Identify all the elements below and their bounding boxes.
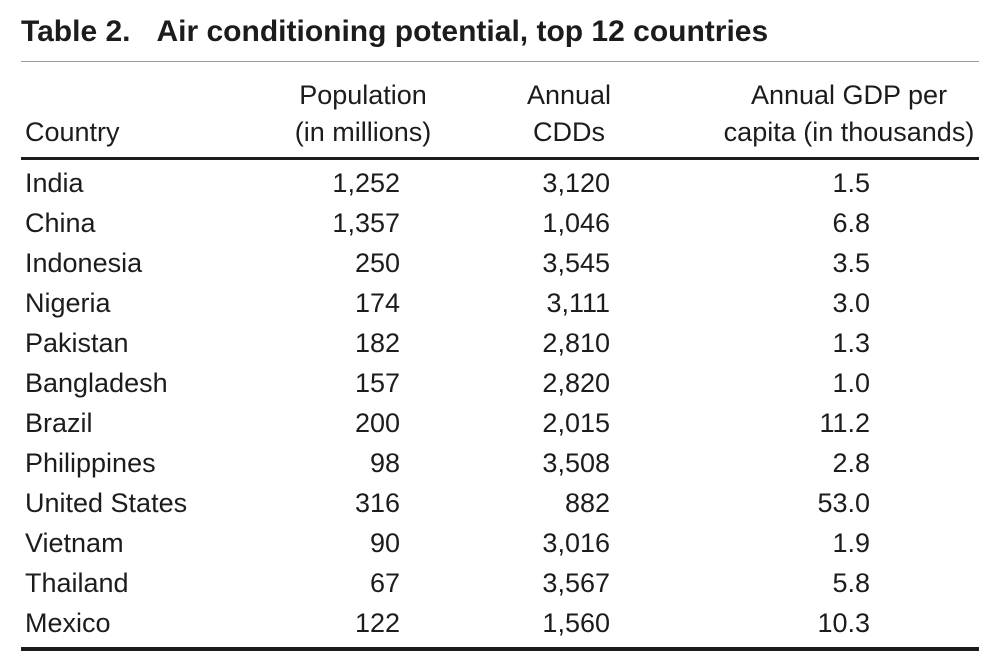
cell-gdp-per-capita: 2.8 (832, 448, 870, 478)
table-row: United States 316 882 53.0 (21, 483, 979, 523)
cell-annual-cdds: 2,015 (542, 408, 610, 438)
table-title-text: Air conditioning potential, top 12 count… (156, 15, 769, 48)
cell-country: Brazil (25, 408, 93, 438)
table-row: Thailand 67 3,567 5.8 (21, 563, 979, 603)
table-row: Indonesia 250 3,545 3.5 (21, 243, 979, 283)
cell-country: Indonesia (25, 248, 143, 278)
cell-annual-cdds: 1,560 (542, 608, 610, 638)
cell-country: Nigeria (25, 288, 111, 318)
header-country: Country (21, 62, 261, 160)
cell-population: 182 (354, 328, 400, 358)
cell-annual-cdds: 882 (564, 488, 610, 518)
cell-population: 67 (369, 568, 400, 598)
header-row: Country Population (in millions) Annual … (21, 62, 979, 160)
table-row: Brazil 200 2,015 11.2 (21, 403, 979, 443)
table-row: Philippines 98 3,508 2.8 (21, 443, 979, 483)
cell-population: 316 (354, 488, 400, 518)
table-title-number: Table 2. (21, 15, 131, 48)
cell-population: 90 (369, 528, 400, 558)
cell-population: 157 (354, 368, 400, 398)
cell-gdp-per-capita: 53.0 (817, 488, 870, 518)
table-title: Table 2. Air conditioning potential, top … (21, 13, 979, 51)
cell-population: 250 (354, 248, 400, 278)
cell-population: 98 (369, 448, 400, 478)
cell-annual-cdds: 3,016 (542, 528, 610, 558)
table-row: China 1,357 1,046 6.8 (21, 203, 979, 243)
cell-annual-cdds: 3,120 (542, 168, 610, 198)
cell-gdp-per-capita: 6.8 (832, 208, 870, 238)
cell-country: Vietnam (25, 528, 124, 558)
cell-country: Pakistan (25, 328, 129, 358)
cell-population: 200 (354, 408, 400, 438)
cell-gdp-per-capita: 1.9 (832, 528, 870, 558)
table-row: Mexico 122 1,560 10.3 (21, 603, 979, 647)
cell-country: Bangladesh (25, 368, 168, 398)
table-row: Vietnam 90 3,016 1.9 (21, 523, 979, 563)
title-rule (21, 61, 979, 62)
cell-annual-cdds: 2,810 (542, 328, 610, 358)
cell-annual-cdds: 3,111 (546, 288, 610, 318)
data-table: Country Population (in millions) Annual … (21, 62, 979, 647)
table-row: Bangladesh 157 2,820 1.0 (21, 363, 979, 403)
cell-annual-cdds: 3,508 (542, 448, 610, 478)
cell-gdp-per-capita: 3.0 (832, 288, 870, 318)
cell-annual-cdds: 3,567 (542, 568, 610, 598)
header-population: Population (in millions) (261, 62, 465, 160)
table-header: Country Population (in millions) Annual … (21, 62, 979, 160)
cell-annual-cdds: 3,545 (542, 248, 610, 278)
cell-annual-cdds: 1,046 (542, 208, 610, 238)
cell-gdp-per-capita: 1.0 (832, 368, 870, 398)
table-row: India 1,252 3,120 1.5 (21, 159, 979, 204)
cell-country: Thailand (25, 568, 129, 598)
cell-country: Philippines (25, 448, 156, 478)
cell-country: China (25, 208, 96, 238)
cell-gdp-per-capita: 3.5 (832, 248, 870, 278)
cell-country: Mexico (25, 608, 111, 638)
cell-gdp-per-capita: 1.5 (832, 168, 870, 198)
header-country-label: Country (25, 117, 120, 147)
cell-annual-cdds: 2,820 (542, 368, 610, 398)
cell-gdp-per-capita: 5.8 (832, 568, 870, 598)
cell-population: 174 (354, 288, 400, 318)
table-row: Nigeria 174 3,111 3.0 (21, 283, 979, 323)
cell-population: 1,252 (332, 168, 400, 198)
cell-gdp-per-capita: 10.3 (817, 608, 870, 638)
bottom-rule (21, 647, 979, 651)
header-gdp-per-capita: Annual GDP per capita (in thousands) (673, 62, 979, 160)
cell-gdp-per-capita: 11.2 (819, 408, 870, 438)
cell-population: 1,357 (332, 208, 400, 238)
cell-population: 122 (354, 608, 400, 638)
table-body: India 1,252 3,120 1.5 China 1,357 1,046 6.8 Indo… (21, 159, 979, 648)
cell-gdp-per-capita: 1.3 (832, 328, 870, 358)
table-row: Pakistan 182 2,810 1.3 (21, 323, 979, 363)
cell-country: United States (25, 488, 188, 518)
header-annual-cdds: Annual CDDs (465, 62, 673, 160)
cell-country: India (25, 168, 84, 198)
